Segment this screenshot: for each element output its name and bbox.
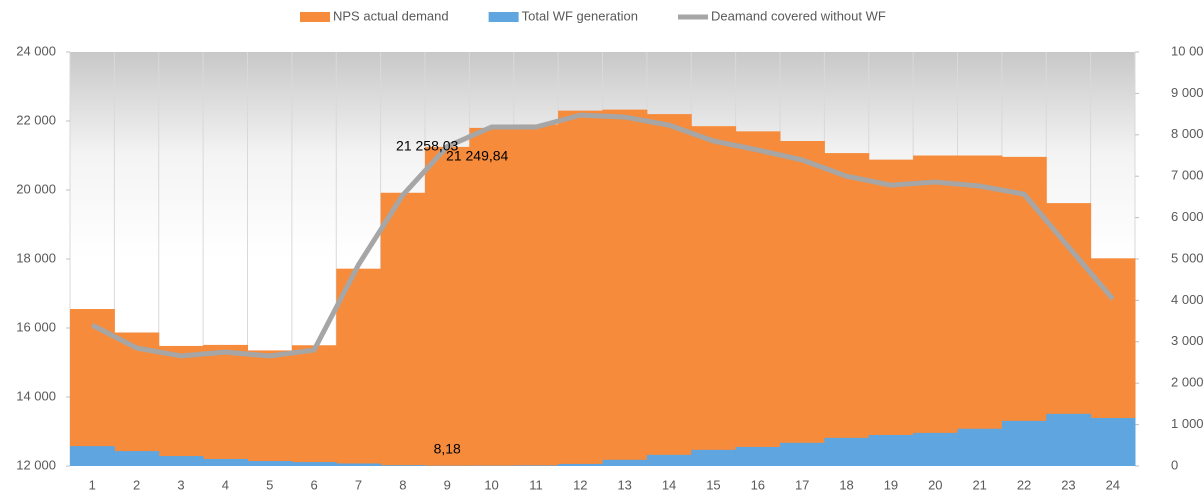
bar xyxy=(780,141,825,466)
bar xyxy=(114,451,160,466)
bar xyxy=(203,344,248,466)
legend-swatch xyxy=(300,12,330,22)
x-tick-label: 12 xyxy=(573,477,587,492)
y2-tick-label: 3 000 xyxy=(1171,333,1203,348)
legend-swatch xyxy=(488,12,519,22)
x-tick-label: 21 xyxy=(972,477,986,492)
y2-tick-label: 4 000 xyxy=(1171,292,1203,307)
y-tick-label: 18 000 xyxy=(16,250,56,265)
bar xyxy=(646,114,692,466)
bar xyxy=(291,462,337,466)
bar xyxy=(513,124,559,466)
x-tick-label: 15 xyxy=(706,477,720,492)
x-tick-label: 19 xyxy=(884,477,898,492)
x-tick-label: 14 xyxy=(662,477,676,492)
x-tick-label: 17 xyxy=(795,477,809,492)
bar xyxy=(913,155,958,466)
bar xyxy=(158,345,204,466)
bar xyxy=(602,109,648,467)
bar xyxy=(558,110,603,467)
x-tick-label: 5 xyxy=(266,477,273,492)
bar xyxy=(158,456,204,466)
y2-tick-label: 1 000 xyxy=(1171,416,1203,431)
bar xyxy=(735,446,781,466)
bar xyxy=(203,458,248,466)
x-tick-label: 3 xyxy=(177,477,184,492)
bar xyxy=(735,131,781,466)
bar xyxy=(70,446,115,466)
bar xyxy=(646,454,692,466)
y2-tick-label: 8 000 xyxy=(1171,126,1203,141)
bar xyxy=(868,434,914,466)
y-tick-label: 16 000 xyxy=(16,319,56,334)
value-label: 8,18 xyxy=(434,440,461,456)
x-tick-label: 4 xyxy=(222,477,229,492)
bar xyxy=(691,449,737,466)
value-label: 21 258,03 xyxy=(396,137,458,153)
x-tick-label: 13 xyxy=(617,477,631,492)
x-tick-label: 18 xyxy=(839,477,853,492)
bar xyxy=(380,465,426,466)
y-tick-label: 14 000 xyxy=(16,388,56,403)
x-tick-label: 8 xyxy=(399,477,406,492)
bar xyxy=(824,437,870,466)
bar xyxy=(868,159,914,466)
bar xyxy=(380,192,426,466)
x-tick-label: 7 xyxy=(355,477,362,492)
bar xyxy=(1046,413,1092,466)
x-tick-label: 22 xyxy=(1017,477,1031,492)
bar xyxy=(691,126,737,467)
x-tick-label: 10 xyxy=(484,477,498,492)
bar xyxy=(1090,417,1136,466)
legend-label: NPS actual demand xyxy=(333,8,449,23)
y2-tick-label: 6 000 xyxy=(1171,209,1203,224)
legend-label: Deamand covered without WF xyxy=(711,8,886,23)
bar xyxy=(425,146,470,466)
y-tick-label: 22 000 xyxy=(16,112,56,127)
bar xyxy=(780,442,825,466)
bar xyxy=(336,268,382,466)
x-tick-label: 11 xyxy=(529,477,543,492)
bar xyxy=(558,463,603,466)
x-tick-label: 1 xyxy=(89,477,96,492)
x-tick-label: 2 xyxy=(133,477,140,492)
y2-tick-label: 2 000 xyxy=(1171,375,1203,390)
y-tick-label: 20 000 xyxy=(16,181,56,196)
bar xyxy=(1001,156,1047,466)
x-tick-label: 9 xyxy=(444,477,451,492)
x-tick-label: 6 xyxy=(310,477,317,492)
y2-tick-label: 9 000 xyxy=(1171,85,1203,100)
bar xyxy=(913,432,958,466)
bar xyxy=(291,345,337,466)
y2-tick-label: 5 000 xyxy=(1171,250,1203,265)
y-tick-label: 24 000 xyxy=(16,43,56,58)
bar xyxy=(114,332,160,466)
bar xyxy=(824,153,870,466)
bar xyxy=(336,463,382,466)
y2-tick-label: 7 000 xyxy=(1171,168,1203,183)
y2-tick-label: 0 xyxy=(1171,457,1178,472)
bar xyxy=(957,155,1003,466)
bar xyxy=(957,428,1003,466)
x-tick-label: 20 xyxy=(928,477,942,492)
y2-tick-label: 10 000 xyxy=(1171,43,1203,58)
bar xyxy=(469,127,515,467)
x-tick-label: 24 xyxy=(1106,477,1120,492)
line xyxy=(91,112,1115,359)
bar xyxy=(247,350,293,466)
value-label: 21 249,84 xyxy=(446,148,508,164)
bar xyxy=(247,461,293,466)
legend-label: Total WF generation xyxy=(522,8,638,23)
bar xyxy=(1001,420,1047,466)
x-tick-label: 23 xyxy=(1061,477,1075,492)
y-tick-label: 12 000 xyxy=(16,457,56,472)
bar xyxy=(602,459,648,466)
x-tick-label: 16 xyxy=(751,477,765,492)
bar xyxy=(513,465,559,466)
